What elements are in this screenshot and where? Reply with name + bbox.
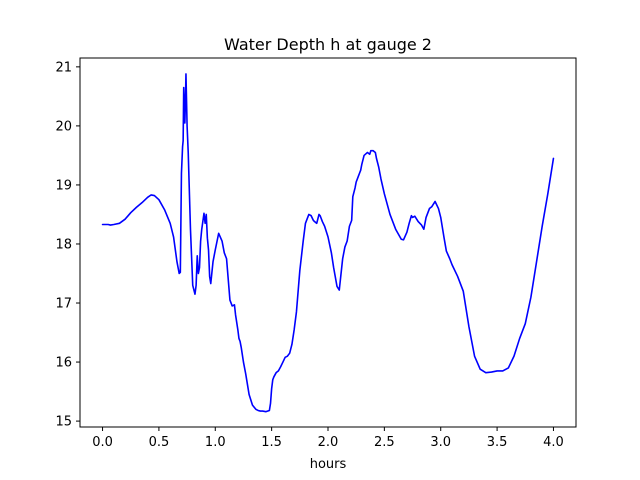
x-axis-label: hours — [310, 457, 347, 472]
x-tick-label: 2.5 — [374, 435, 395, 450]
series-layer — [101, 73, 555, 413]
x-axis: 0.0 0.5 1.0 1.5 2.0 2.5 3.0 3.5 4.0 — [92, 427, 564, 450]
plot-area: 0.0 0.5 1.0 1.5 2.0 2.5 3.0 3.5 4.0 15 16 17 18 19 20… — [55, 57, 577, 450]
x-tick-label: 0.0 — [92, 435, 113, 450]
x-tick-label: 1.5 — [261, 435, 282, 450]
y-tick-label: 20 — [55, 119, 72, 134]
y-tick-label: 21 — [55, 60, 72, 75]
x-tick-label: 3.0 — [430, 435, 451, 450]
y-axis: 15 16 17 18 19 20 21 — [55, 60, 80, 430]
y-tick-label: 17 — [55, 297, 72, 312]
x-tick-label: 0.5 — [149, 435, 170, 450]
chart-title: Water Depth h at gauge 2 — [224, 35, 432, 54]
x-tick-label: 4.0 — [543, 435, 564, 450]
y-tick-label: 19 — [55, 178, 72, 193]
y-tick-label: 15 — [55, 415, 72, 430]
series-line-0 — [101, 73, 555, 413]
y-tick-label: 18 — [55, 237, 72, 252]
x-tick-label: 1.0 — [205, 435, 226, 450]
x-tick-label: 3.5 — [487, 435, 508, 450]
x-tick-label: 2.0 — [318, 435, 339, 450]
y-tick-label: 16 — [55, 356, 72, 371]
